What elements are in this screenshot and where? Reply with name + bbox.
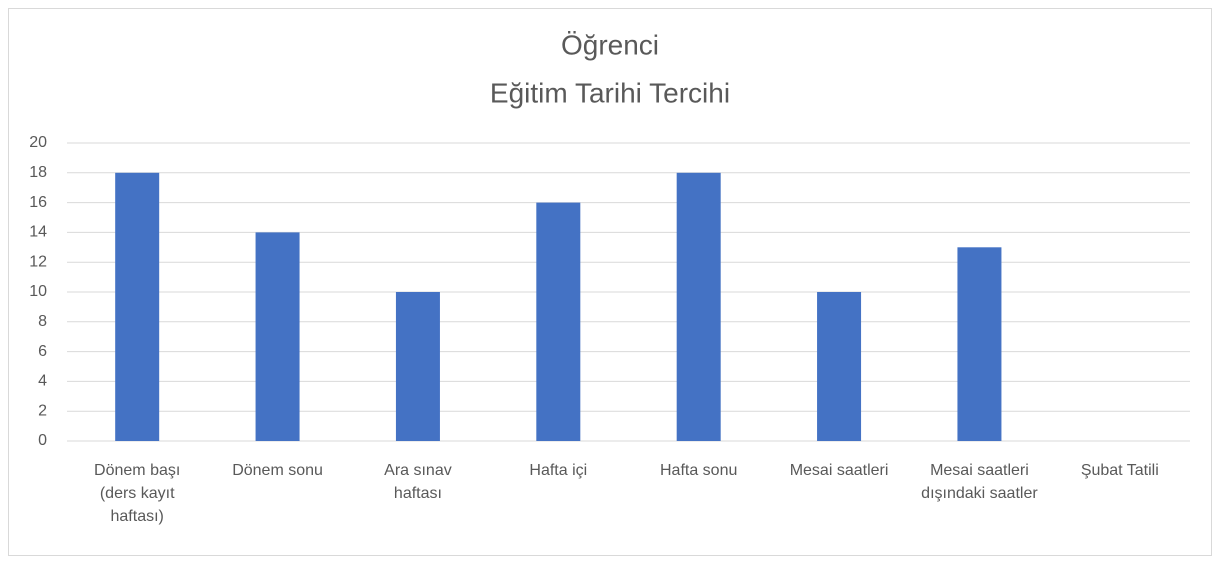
chart-frame <box>8 8 1212 556</box>
y-tick-label: 10 <box>29 283 47 300</box>
chart-title: Öğrenci <box>561 29 659 60</box>
y-tick-label: 2 <box>38 402 47 419</box>
bar <box>536 202 581 441</box>
y-tick-label: 12 <box>29 253 47 270</box>
x-tick-label: Ara sınav haftası <box>384 462 452 502</box>
y-tick-label: 6 <box>38 343 47 360</box>
bar <box>817 292 862 441</box>
y-tick-label: 20 <box>29 134 47 151</box>
x-tick-label: Dönem başı (ders kayıt haftası) <box>94 462 180 525</box>
bar <box>957 247 1002 441</box>
y-tick-label: 0 <box>38 432 47 449</box>
x-tick-label: Mesai saatleri dışındaki saatler <box>921 462 1038 502</box>
y-tick-label: 8 <box>38 313 47 330</box>
x-tick-label: Hafta sonu <box>660 462 737 479</box>
bar <box>395 292 440 441</box>
y-tick-label: 16 <box>29 194 47 211</box>
bar <box>255 232 300 441</box>
x-tick-label: Hafta içi <box>529 462 587 479</box>
y-tick-label: 14 <box>29 224 47 241</box>
x-tick-label: Mesai saatleri <box>790 462 889 479</box>
bar <box>676 172 721 442</box>
y-tick-label: 18 <box>29 164 47 181</box>
x-tick-label: Şubat Tatili <box>1081 462 1159 479</box>
bar <box>115 172 160 442</box>
x-tick-label: Dönem sonu <box>232 462 323 479</box>
chart-title: Eğitim Tarihi Tercihi <box>490 77 730 108</box>
y-tick-label: 4 <box>38 373 47 390</box>
